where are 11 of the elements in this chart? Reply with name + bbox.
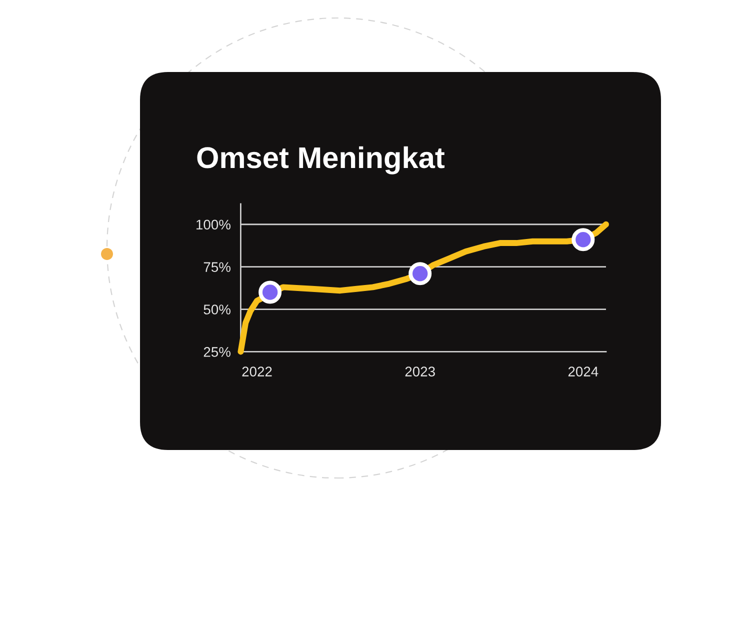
x-tick-label: 2022 bbox=[242, 366, 272, 376]
point bbox=[258, 280, 282, 304]
y-tick-label: 50% bbox=[204, 304, 230, 314]
y-tick-label: 25% bbox=[204, 347, 230, 357]
point bbox=[408, 262, 432, 286]
y-tick-label: 75% bbox=[204, 262, 230, 272]
point bbox=[572, 228, 595, 252]
x-tick-label: 2024 bbox=[568, 366, 598, 376]
y-tick-label: 100% bbox=[196, 220, 230, 230]
chart-title: Omset Meningkat bbox=[197, 146, 445, 174]
x-tick-label: 2023 bbox=[405, 366, 435, 376]
